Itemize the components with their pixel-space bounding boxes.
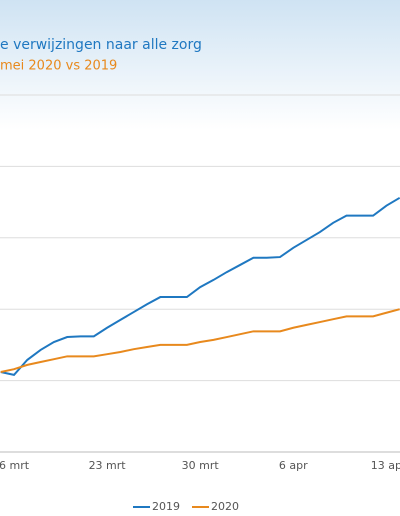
line-series: [0, 196, 400, 376]
chart-subtitle: mei 2020 vs 2019: [0, 59, 117, 74]
legend-label: 2019: [152, 500, 180, 513]
x-tick-label: 6 mrt: [0, 459, 30, 472]
x-tick-label: 23 mrt: [89, 459, 127, 472]
chart-title: e verwijzingen naar alle zorg: [0, 37, 202, 53]
x-tick-label: 13 ap: [371, 459, 400, 472]
x-tick-label: 30 mrt: [182, 459, 220, 472]
line-series: [0, 308, 400, 374]
x-tick-label: 6 apr: [279, 459, 308, 472]
legend-label: 2020: [211, 500, 239, 513]
header-background: [0, 0, 400, 130]
